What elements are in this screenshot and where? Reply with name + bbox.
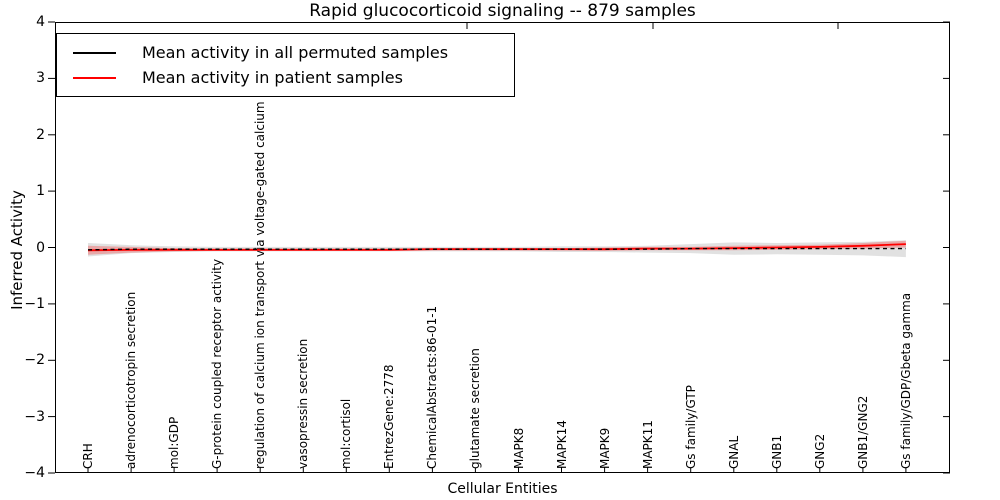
permuted-mean-line <box>87 247 906 251</box>
x-axis-label: Cellular Entities <box>447 481 558 497</box>
y-tick-label: 0 <box>36 239 45 256</box>
permuted-line-swatch <box>73 51 116 54</box>
legend: Mean activity in all permuted samples Me… <box>56 33 515 97</box>
y-tick-label: −3 <box>24 408 45 425</box>
legend-entry-patient: Mean activity in patient samples <box>57 67 514 87</box>
legend-label-permuted: Mean activity in all permuted samples <box>142 42 449 62</box>
patient-line-swatch <box>73 76 116 79</box>
y-tick-label: 1 <box>36 183 45 200</box>
y-tick-label: 4 <box>36 14 45 30</box>
y-tick-label: −2 <box>24 352 45 369</box>
y-tick-label: −4 <box>24 465 45 481</box>
y-tick-label: −1 <box>24 295 45 312</box>
chart-title: Rapid glucocorticoid signaling -- 879 sa… <box>309 1 696 21</box>
legend-entry-permuted: Mean activity in all permuted samples <box>57 42 514 62</box>
y-tick-label: 2 <box>36 126 45 143</box>
y-tick-label: 3 <box>36 70 45 87</box>
legend-label-patient: Mean activity in patient samples <box>142 67 403 87</box>
axis-ticks <box>48 21 950 474</box>
